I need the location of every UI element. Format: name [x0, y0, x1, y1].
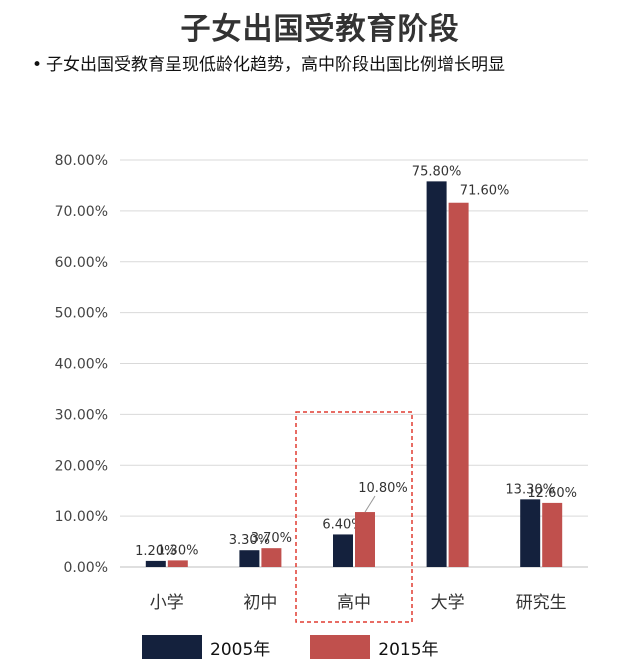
- legend: 2005年 2015年: [142, 634, 479, 660]
- bar-2015: [261, 548, 282, 567]
- x-tick-label: 大学: [431, 593, 465, 613]
- bar-2005: [333, 534, 353, 567]
- subtitle: • 子女出国受教育呈现低龄化趋势，高中阶段出国比例增长明显: [32, 54, 592, 76]
- bullet-icon: •: [32, 55, 43, 75]
- legend-label-2015: 2015年: [378, 639, 439, 660]
- data-label: 75.80%: [412, 164, 462, 179]
- page-title: 子女出国受教育阶段: [180, 12, 460, 47]
- data-label: 13.30%: [505, 482, 555, 497]
- data-label: 3.30%: [229, 533, 270, 548]
- bar-2015: [167, 560, 188, 567]
- bar-2015: [542, 502, 563, 567]
- bar-2015: [448, 202, 469, 568]
- legend-item-2015: 2015年: [310, 635, 439, 660]
- y-tick-label: 10.00%: [55, 509, 108, 525]
- y-tick-label: 30.00%: [55, 407, 108, 423]
- data-label: 71.60%: [460, 184, 510, 199]
- x-tick-label: 研究生: [516, 593, 567, 613]
- subtitle-text: 子女出国受教育呈现低龄化趋势，高中阶段出国比例增长明显: [46, 55, 505, 75]
- legend-item-2005: 2005年: [142, 635, 270, 660]
- data-label: 10.80%: [358, 481, 408, 496]
- legend-label-2005: 2005年: [210, 639, 271, 660]
- bar-2005: [520, 499, 541, 567]
- bar-2005: [145, 560, 166, 567]
- y-tick-label: 60.00%: [55, 255, 108, 271]
- y-tick-label: 80.00%: [55, 153, 108, 169]
- data-label: 6.40%: [322, 517, 363, 532]
- y-tick-label: 0.00%: [64, 560, 108, 576]
- bar-2005: [426, 181, 447, 567]
- y-tick-label: 50.00%: [55, 306, 108, 322]
- bar-2005: [239, 550, 260, 567]
- legend-swatch-2005: [142, 635, 202, 659]
- x-tick-label: 小学: [150, 593, 184, 613]
- y-tick-label: 70.00%: [55, 204, 108, 220]
- data-label: 1.30%: [157, 543, 198, 558]
- y-tick-label: 20.00%: [55, 458, 108, 474]
- legend-swatch-2015: [310, 635, 371, 659]
- leader-line: [364, 495, 376, 513]
- x-tick-label: 高中: [337, 593, 371, 613]
- data-label: 1.20%: [135, 544, 176, 559]
- data-label: 3.70%: [251, 531, 292, 546]
- highlight-box: [295, 411, 413, 623]
- data-label: 12.60%: [527, 486, 577, 501]
- y-tick-label: 40.00%: [55, 357, 108, 373]
- bar-2015: [355, 512, 375, 567]
- x-tick-label: 初中: [243, 593, 277, 613]
